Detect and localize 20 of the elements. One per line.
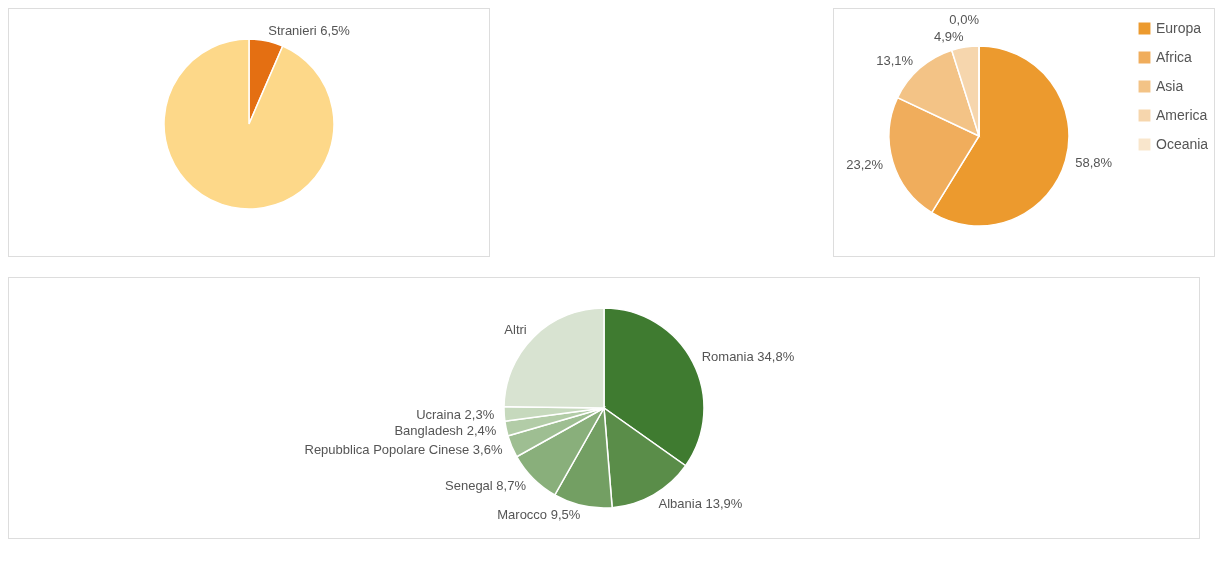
slice-label: Senegal 8,7% <box>445 477 527 493</box>
data-label: 58,8% <box>1075 155 1113 171</box>
legend-label: Africa <box>1156 48 1192 65</box>
slice-label: Romania 34,8% <box>701 349 795 365</box>
data-label: 4,9% <box>934 29 965 45</box>
pie-slice <box>163 38 335 210</box>
legend-label: Oceania <box>1156 135 1209 152</box>
slice-label: Altri <box>504 321 527 337</box>
slice-label: Ucraina 2,3% <box>416 406 495 422</box>
data-label: 23,2% <box>846 156 884 172</box>
slice-label: Repubblica Popolare Cinese 3,6% <box>304 442 503 458</box>
slice-label: Stranieri 6,5% <box>268 22 351 38</box>
legend-label: Europa <box>1156 19 1202 36</box>
slice-label: Marocco 9,5% <box>497 507 581 523</box>
slice-label: Bangladesh 2,4% <box>394 422 497 438</box>
text: 0,0% <box>949 12 979 27</box>
legend-label: Asia <box>1156 77 1184 94</box>
legend-label: America <box>1156 106 1208 123</box>
data-label: 13,1% <box>876 52 914 68</box>
slice-label: Albania 13,9% <box>658 495 743 511</box>
